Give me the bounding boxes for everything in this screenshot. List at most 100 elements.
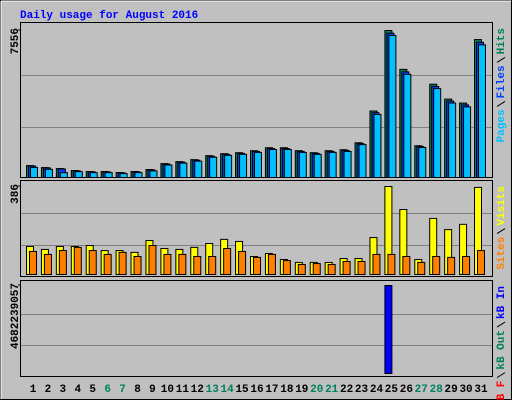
legend-entry: kB F	[496, 381, 508, 400]
x-tick-label: 19	[295, 384, 308, 396]
bar	[358, 144, 367, 178]
legend-entry: Pages	[496, 109, 508, 142]
x-tick-label: 20	[310, 384, 323, 396]
x-tick-label: 29	[445, 384, 458, 396]
bar	[387, 253, 396, 275]
bar	[59, 172, 68, 179]
bar	[238, 250, 247, 275]
x-tick-label: 9	[149, 384, 156, 396]
x-tick-label: 3	[60, 384, 67, 396]
bar	[268, 148, 277, 179]
x-tick-label: 24	[370, 384, 384, 396]
bar	[448, 102, 457, 178]
bar	[342, 261, 351, 276]
bar	[388, 34, 397, 179]
bar	[44, 168, 53, 178]
bar	[194, 160, 203, 178]
x-tick-label: 11	[176, 384, 190, 396]
bar	[73, 246, 82, 276]
y-tick-label: 7556	[10, 28, 22, 54]
bar	[357, 261, 366, 276]
x-tick-label: 6	[104, 384, 111, 396]
x-tick-label: 22	[340, 384, 353, 396]
x-tick-label: 31	[474, 384, 488, 396]
bar	[74, 171, 83, 178]
legend-entry: Files	[496, 65, 508, 98]
legend-entry: kB In	[496, 286, 508, 319]
bar	[417, 261, 426, 275]
bar	[149, 170, 158, 179]
bar	[224, 154, 233, 178]
bar	[447, 256, 456, 275]
x-tick-label: 26	[400, 384, 413, 396]
x-tick-label: 5	[89, 384, 96, 396]
bar	[103, 253, 112, 275]
bar	[134, 172, 143, 179]
legend-separator	[496, 228, 506, 235]
bar	[29, 250, 37, 275]
bar	[384, 285, 393, 374]
bar	[239, 153, 248, 178]
bar	[283, 148, 292, 179]
bar	[148, 245, 157, 275]
y-tick-label: 4682239057	[10, 283, 22, 349]
bar	[298, 151, 307, 178]
bar	[119, 173, 128, 179]
x-tick-label: 4	[74, 384, 81, 396]
bar	[282, 260, 291, 275]
x-tick-label: 16	[250, 384, 263, 396]
x-tick-label: 30	[459, 384, 472, 396]
bar	[313, 153, 322, 178]
legend-separator	[496, 372, 506, 379]
bar	[312, 263, 321, 276]
legend-entry: kB Out	[496, 330, 508, 370]
x-tick-label: 27	[415, 384, 428, 396]
x-tick-label: 18	[280, 384, 294, 396]
legend-entry: Sites	[496, 237, 508, 270]
legend-entry: Hits	[496, 28, 508, 54]
chart-title: Daily usage for August 2016	[20, 10, 198, 22]
bar	[58, 250, 67, 276]
bar	[343, 150, 352, 178]
bar	[163, 253, 172, 275]
bar	[89, 172, 98, 179]
panel	[20, 280, 493, 377]
bar	[403, 73, 412, 178]
bar	[43, 253, 52, 275]
x-tick-label: 12	[191, 384, 204, 396]
legend-separator	[496, 56, 506, 63]
x-tick-label: 14	[221, 384, 235, 396]
bar	[477, 250, 485, 276]
bar	[373, 113, 382, 179]
bar	[178, 253, 187, 275]
x-tick-label: 28	[430, 384, 444, 396]
bar	[267, 253, 276, 275]
bar	[433, 88, 442, 178]
bar	[297, 263, 306, 275]
x-tick-label: 1	[30, 384, 37, 396]
legend-separator	[496, 321, 506, 328]
legend-entry: Visits	[496, 186, 508, 226]
bar	[478, 44, 486, 179]
bar	[432, 255, 441, 275]
x-tick-label: 15	[235, 384, 249, 396]
bar	[88, 250, 97, 276]
bar	[118, 251, 127, 276]
x-tick-label: 8	[134, 384, 141, 396]
x-tick-label: 10	[161, 384, 174, 396]
bar	[193, 255, 202, 275]
bar	[418, 147, 427, 178]
x-tick-label: 25	[385, 384, 399, 396]
bar	[208, 255, 217, 275]
x-tick-label: 21	[325, 384, 339, 396]
bar	[253, 256, 261, 275]
x-tick-label: 2	[45, 384, 52, 396]
x-tick-label: 23	[355, 384, 369, 396]
bar	[164, 164, 173, 178]
x-tick-label: 17	[265, 384, 278, 396]
bar	[30, 166, 38, 178]
bar	[462, 255, 471, 275]
bar	[463, 106, 472, 178]
x-tick-label: 7	[119, 384, 126, 396]
